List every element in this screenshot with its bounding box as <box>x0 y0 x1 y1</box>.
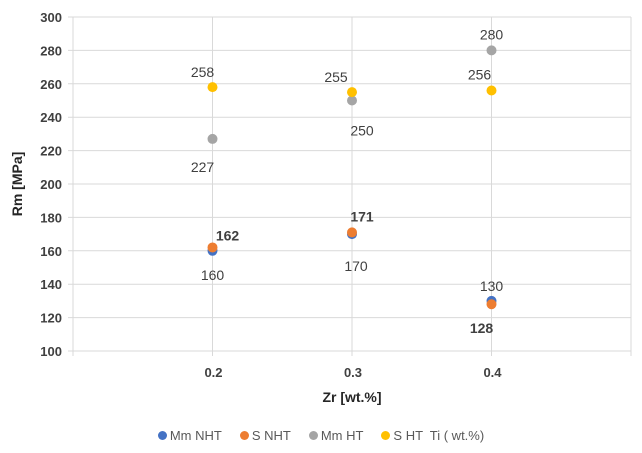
x-tick-label: 0.3 <box>344 365 362 380</box>
legend-marker-icon <box>381 431 391 440</box>
y-tick-label: 180 <box>40 210 62 225</box>
legend-marker-icon <box>157 431 167 440</box>
data-label: 256 <box>468 66 492 82</box>
legend-item: Mm NHT <box>157 428 222 443</box>
y-tick-label: 160 <box>40 244 62 259</box>
y-axis-ticks: 100 120 140 160 180 200 220 240 260 280 300 <box>40 10 62 359</box>
data-label: 227 <box>191 159 215 175</box>
data-point-s-nht <box>486 299 497 310</box>
data-label: 130 <box>480 278 504 294</box>
legend-label: Mm NHT <box>169 428 222 443</box>
gridlines <box>68 16 632 356</box>
y-tick-label: 200 <box>40 177 62 192</box>
legend-item: S NHT <box>239 428 291 443</box>
data-point-s-ht-ti-wt- <box>207 82 218 93</box>
legend-label: Mm HT <box>320 428 364 443</box>
y-axis-title: Rm [MPa] <box>9 152 25 217</box>
x-axis-title: Zr [wt.%] <box>322 389 381 405</box>
data-point-s-nht <box>207 242 218 253</box>
data-label: 258 <box>191 64 215 80</box>
x-axis-ticks: 0.2 0.3 0.4 <box>204 365 502 380</box>
legend-label: S NHT <box>251 428 291 443</box>
data-label: 162 <box>216 227 240 243</box>
data-label: 170 <box>344 258 368 274</box>
y-tick-label: 140 <box>40 277 62 292</box>
data-label: 255 <box>324 69 348 85</box>
x-tick-label: 0.4 <box>483 365 502 380</box>
y-tick-label: 120 <box>40 311 62 326</box>
data-label: 160 <box>201 267 225 283</box>
data-label: 128 <box>470 320 494 336</box>
legend-label: S HT Ti ( wt.%) <box>393 428 485 443</box>
data-labels: 160 170 130 162 171 128 227 250 280 258 255 256 <box>191 26 504 336</box>
y-tick-label: 300 <box>40 10 62 25</box>
data-point-s-nht <box>347 227 357 238</box>
legend: Mm NHT S NHT Mm HT S HT Ti ( wt.%) <box>0 428 642 443</box>
y-tick-label: 260 <box>40 77 62 92</box>
data-point-s-ht-ti-wt- <box>486 85 497 96</box>
data-label: 171 <box>350 208 374 224</box>
data-point-mm-ht <box>486 45 497 56</box>
legend-marker-icon <box>308 431 318 440</box>
data-point-mm-ht <box>207 133 218 144</box>
legend-item: S HT Ti ( wt.%) <box>381 428 484 443</box>
data-label: 280 <box>480 26 504 42</box>
legend-item: Mm HT <box>308 428 364 443</box>
x-tick-label: 0.2 <box>204 365 222 380</box>
y-tick-label: 280 <box>40 43 62 58</box>
y-tick-label: 240 <box>40 110 62 125</box>
y-tick-label: 100 <box>40 344 62 359</box>
legend-marker-icon <box>239 431 249 440</box>
data-label: 250 <box>350 123 374 139</box>
data-points <box>207 45 497 310</box>
data-point-s-ht-ti-wt- <box>347 87 357 98</box>
data-point-mm-ht <box>347 95 357 106</box>
y-tick-label: 220 <box>40 144 62 159</box>
